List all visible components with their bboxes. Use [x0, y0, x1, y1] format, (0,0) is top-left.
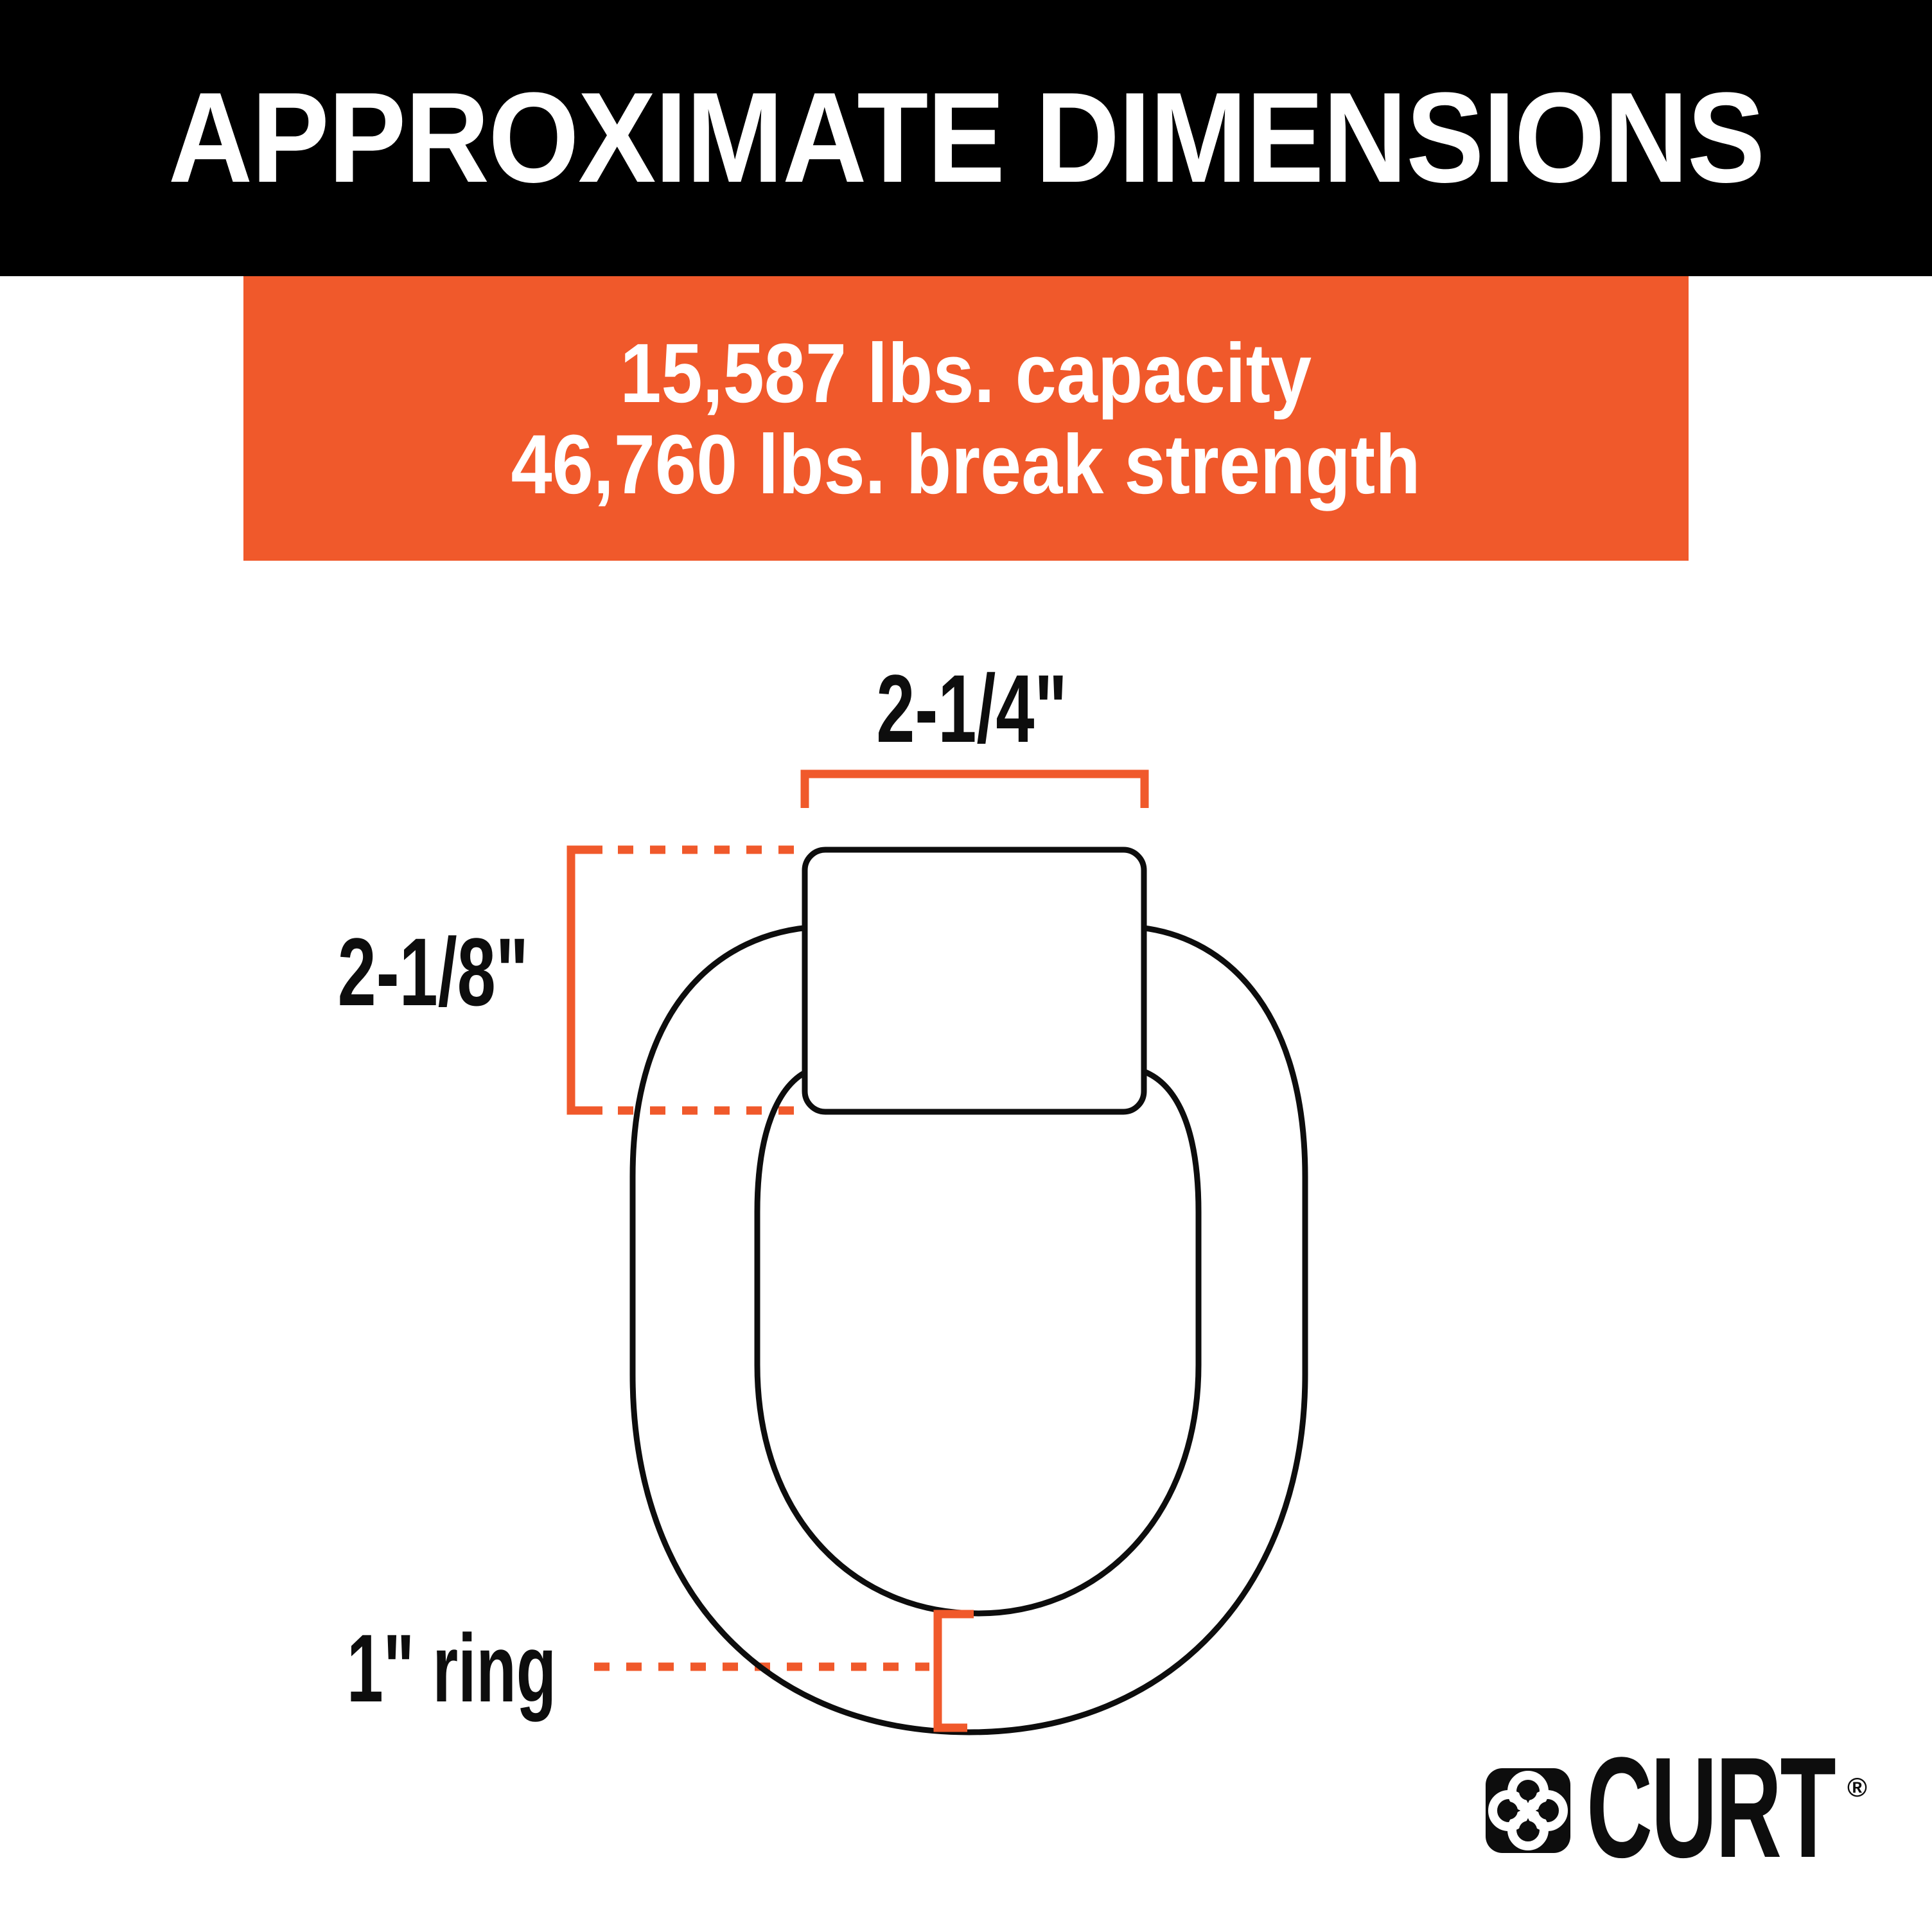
curt-emblem-icon	[1486, 1768, 1570, 1853]
ring-inner-outline	[754, 1065, 1202, 1617]
ring-thickness-label: 1" ring	[347, 1614, 557, 1722]
width-dimension-bracket	[800, 769, 1149, 808]
ring-thickness-bracket	[933, 1610, 974, 1732]
height-dimension-bracket	[566, 845, 803, 1115]
width-dimension-label: 2-1/4"	[876, 654, 1067, 762]
header-banner: APPROXIMATE DIMENSIONS	[0, 0, 1932, 276]
curt-logo: CURT ®	[1486, 1734, 1877, 1882]
capacity-line: 15,587 lbs. capacity	[620, 325, 1312, 420]
break-strength-line: 46,760 lbs. break strength	[511, 416, 1421, 511]
spec-banner: 15,587 lbs. capacity 46,760 lbs. break s…	[243, 276, 1689, 561]
page-title: APPROXIMATE DIMENSIONS	[168, 66, 1765, 209]
mounting-plate	[802, 847, 1147, 1115]
height-dimension-label: 2-1/8"	[337, 918, 529, 1026]
ring-outer-outline	[629, 924, 1308, 1735]
registered-trademark-icon: ®	[1847, 1772, 1867, 1802]
curt-wordmark: CURT	[1586, 1728, 1836, 1888]
